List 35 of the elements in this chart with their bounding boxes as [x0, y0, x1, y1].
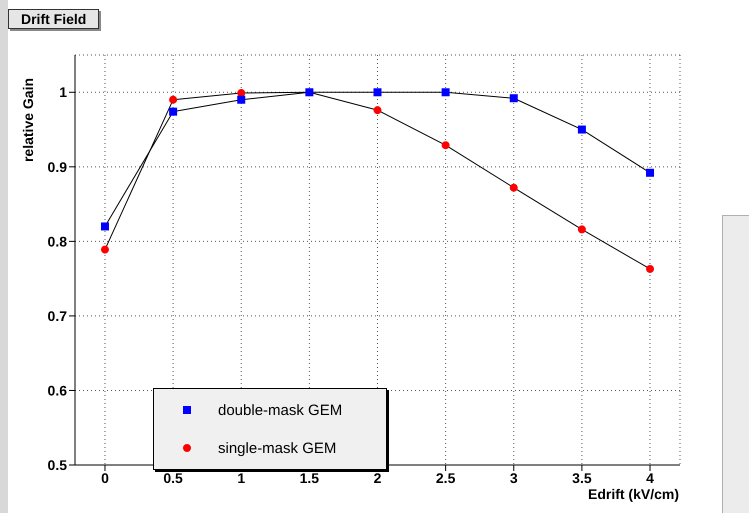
y-tick-label: 1	[59, 84, 68, 100]
x-axis-title: Edrift (kV/cm)	[588, 486, 679, 502]
point	[578, 126, 586, 134]
y-tick-label: 0.7	[48, 308, 68, 324]
x-tick-label: 4	[646, 470, 654, 486]
point	[100, 222, 109, 230]
chart-title: Drift Field	[8, 9, 100, 29]
x-tick-label: 0	[101, 470, 110, 486]
x-tick-label: 3.5	[572, 470, 592, 486]
legend-label: single-mask GEM	[218, 440, 336, 456]
x-tick-label: 2.5	[436, 470, 456, 486]
y-tick-label: 0.9	[48, 158, 68, 175]
point	[169, 96, 178, 104]
point	[442, 141, 450, 150]
legend-label: double-mask GEM	[218, 402, 342, 418]
x-tick-label: 1.5	[300, 470, 320, 486]
point	[510, 94, 518, 102]
y-tick-label: 0.8	[48, 233, 68, 250]
point	[646, 264, 654, 273]
x-tick-label: 0.5	[163, 470, 184, 486]
point	[374, 88, 382, 96]
point	[374, 106, 382, 114]
y-axis-title: relative Gain	[20, 78, 36, 162]
point	[237, 96, 246, 104]
x-tick-label: 2	[374, 470, 382, 486]
y-tick-label: 0.6	[48, 382, 68, 398]
point	[442, 88, 450, 96]
point	[578, 225, 586, 234]
point	[646, 168, 654, 177]
point	[100, 246, 109, 254]
x-tick-label: 3	[510, 470, 518, 486]
point	[169, 108, 178, 116]
x-tick-label: 1	[237, 470, 246, 486]
point	[510, 184, 518, 192]
y-tick-label: 0.5	[48, 456, 68, 473]
